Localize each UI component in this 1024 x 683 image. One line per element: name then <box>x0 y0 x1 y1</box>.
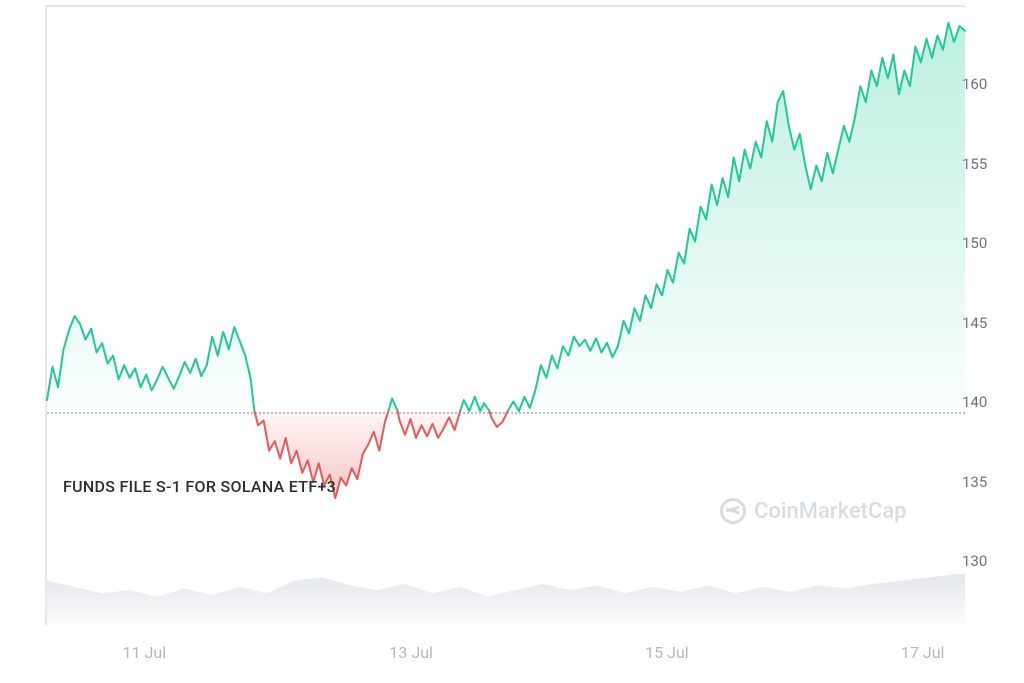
price-svg <box>47 7 965 625</box>
y-tick-label: 140 <box>962 393 987 411</box>
y-axis: 130 135 140 145 150 155 160 <box>962 5 1012 625</box>
watermark-text: CoinMarketCap <box>754 499 907 524</box>
y-tick-label: 130 <box>962 552 987 570</box>
coinmarketcap-icon <box>720 498 746 524</box>
y-tick-label: 150 <box>962 234 987 252</box>
price-chart[interactable] <box>45 5 965 625</box>
y-tick-label: 160 <box>962 75 987 93</box>
x-tick-label: 11 Jul <box>123 643 167 662</box>
y-tick-label: 155 <box>962 155 987 173</box>
y-tick-label: 145 <box>962 314 987 332</box>
x-tick-label: 15 Jul <box>645 643 689 662</box>
y-tick-label: 135 <box>962 473 987 491</box>
watermark: CoinMarketCap <box>720 498 907 524</box>
annotation-label: FUNDS FILE S-1 FOR SOLANA ETF+3 <box>63 477 336 496</box>
x-tick-label: 17 Jul <box>901 643 945 662</box>
x-tick-label: 13 Jul <box>389 643 433 662</box>
volume-chart <box>47 565 965 625</box>
x-axis: 11 Jul 13 Jul 15 Jul 17 Jul <box>45 643 965 673</box>
